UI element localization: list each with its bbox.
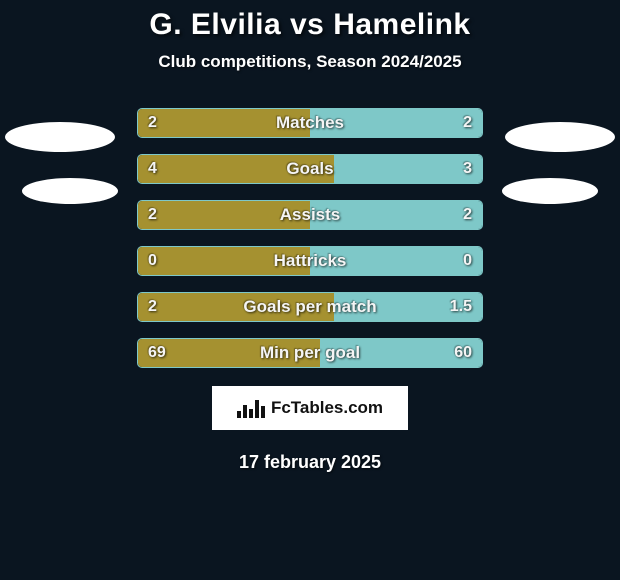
stat-value-right: 0 [463, 252, 472, 270]
stat-fill-right [334, 155, 482, 183]
avatar-placeholder-right-icon [505, 122, 615, 152]
stat-label: Matches [276, 113, 344, 133]
vs-separator: vs [290, 8, 324, 41]
stat-value-left: 4 [148, 160, 157, 178]
stat-value-left: 2 [148, 206, 157, 224]
stat-label: Goals per match [243, 297, 376, 317]
avatar-placeholder-left-icon [5, 122, 115, 152]
stat-value-right: 60 [454, 344, 472, 362]
stat-label: Goals [286, 159, 333, 179]
stat-value-left: 69 [148, 344, 166, 362]
logo-text: FcTables.com [271, 398, 383, 418]
site-logo: FcTables.com [210, 384, 410, 432]
stat-row: 0 0 Hattricks [137, 246, 483, 276]
stat-row: 2 2 Matches [137, 108, 483, 138]
stat-value-right: 2 [463, 114, 472, 132]
stat-label: Assists [280, 205, 340, 225]
stat-value-right: 2 [463, 206, 472, 224]
stat-label: Min per goal [260, 343, 360, 363]
stat-row: 2 2 Assists [137, 200, 483, 230]
stat-label: Hattricks [274, 251, 347, 271]
stat-value-left: 2 [148, 114, 157, 132]
date-label: 17 february 2025 [0, 452, 620, 473]
page-title: G. Elvilia vs Hamelink [0, 8, 620, 42]
player-right-name: Hamelink [333, 8, 470, 41]
stat-row: 2 1.5 Goals per match [137, 292, 483, 322]
bar-chart-icon [237, 398, 265, 418]
avatar-placeholder-left-icon [22, 178, 118, 204]
stat-row: 69 60 Min per goal [137, 338, 483, 368]
stat-value-left: 2 [148, 298, 157, 316]
stat-value-right: 3 [463, 160, 472, 178]
comparison-card: G. Elvilia vs Hamelink Club competitions… [0, 0, 620, 473]
stat-row: 4 3 Goals [137, 154, 483, 184]
subtitle: Club competitions, Season 2024/2025 [0, 52, 620, 72]
stat-value-right: 1.5 [450, 298, 472, 316]
stat-value-left: 0 [148, 252, 157, 270]
avatar-placeholder-right-icon [502, 178, 598, 204]
comparison-rows: 2 2 Matches 4 3 Goals 2 2 Assists 0 0 Hattricks 2 1.5… [137, 108, 483, 368]
player-left-name: G. Elvilia [149, 8, 281, 41]
